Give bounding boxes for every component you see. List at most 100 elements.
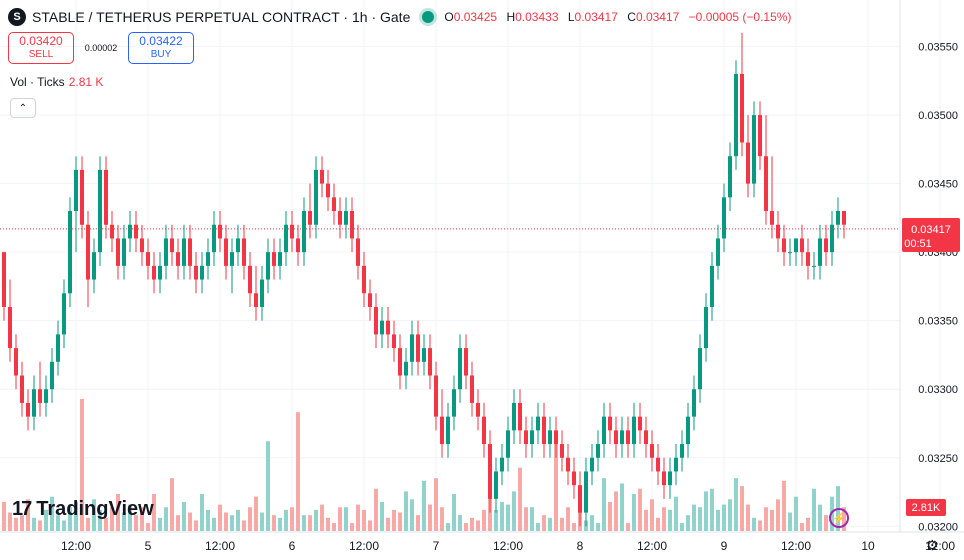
candle — [500, 444, 504, 486]
candle-body — [128, 224, 132, 239]
tradingview-logo[interactable]: 17 TradingView — [12, 498, 154, 521]
volume-bar — [344, 507, 348, 531]
volume-bar — [92, 499, 96, 531]
lightning-icon[interactable]: ⚡ — [829, 508, 849, 528]
time-tick-label: 12:00 — [781, 539, 811, 553]
volume-bar — [260, 512, 264, 531]
candle — [320, 156, 324, 198]
volume-bar — [470, 517, 474, 531]
volume-bar — [728, 499, 732, 531]
volume-bar — [518, 467, 522, 531]
candle-body — [578, 485, 582, 513]
volume-bar — [194, 520, 198, 531]
candle — [566, 444, 570, 486]
candle — [464, 334, 468, 390]
candle — [602, 402, 606, 458]
volume-bar — [440, 507, 444, 531]
last-price-value: 0.03417 — [911, 224, 951, 236]
candle — [710, 252, 714, 321]
candle — [302, 197, 306, 266]
time-tick-label: 12:00 — [637, 539, 667, 553]
candle-body — [308, 211, 312, 225]
market-open-icon — [422, 11, 435, 23]
sell-button[interactable]: 0.03420 SELL — [8, 32, 74, 64]
volume-bar — [386, 517, 390, 531]
candle-body — [836, 211, 840, 225]
candle — [458, 334, 462, 403]
candle-body — [140, 238, 144, 253]
candle-body — [26, 402, 30, 417]
last-volume-value: 2.81K — [912, 502, 941, 514]
candle-body — [722, 197, 726, 239]
sell-label: SELL — [28, 49, 54, 60]
volume-legend[interactable]: Vol · Ticks 2.81 K — [10, 75, 103, 89]
candle — [536, 402, 540, 445]
volume-bar — [416, 515, 420, 531]
candle — [170, 224, 174, 266]
candle — [308, 183, 312, 239]
candle-body — [428, 348, 432, 376]
volume-bar — [812, 488, 816, 531]
volume-bar — [626, 523, 630, 531]
buy-button[interactable]: 0.03422 BUY — [128, 32, 194, 64]
candle-body — [524, 430, 528, 445]
candle-body — [104, 169, 108, 225]
volume-bar — [758, 520, 762, 531]
candle-body — [98, 169, 102, 253]
candle-body — [542, 416, 546, 445]
candle-body — [662, 471, 666, 486]
symbol-title[interactable]: STABLE / TETHERUS PERPETUAL CONTRACT · 1… — [32, 9, 411, 25]
volume-bar — [212, 517, 216, 531]
volume-bar — [56, 515, 60, 531]
candle — [332, 183, 336, 225]
candle — [410, 320, 414, 376]
candle-body — [62, 293, 66, 335]
volume-bar — [176, 515, 180, 531]
candle-body — [620, 430, 624, 445]
volume-bar — [356, 504, 360, 531]
candle — [746, 115, 750, 198]
collapse-legend-button[interactable]: ⌃ — [10, 98, 36, 118]
candle-body — [146, 252, 150, 266]
candle — [488, 430, 492, 513]
candle — [572, 457, 576, 499]
candle — [338, 197, 342, 239]
candle — [206, 238, 210, 280]
gear-icon[interactable]: ⚙ — [926, 537, 939, 553]
volume-bar — [548, 517, 552, 531]
candle-body — [230, 252, 234, 266]
candle-body — [194, 265, 198, 280]
candle-body — [650, 444, 654, 458]
candle — [422, 334, 426, 376]
candle — [716, 224, 720, 280]
volume-bar — [752, 517, 756, 531]
candle — [800, 224, 804, 266]
candle-body — [434, 375, 438, 417]
volume-bar — [692, 504, 696, 531]
time-tick-label: 5 — [145, 539, 152, 553]
price-tick-label: 0.03550 — [918, 42, 958, 54]
candle — [530, 416, 534, 458]
candle — [440, 389, 444, 458]
price-candles — [2, 32, 846, 527]
close-label: C — [627, 10, 636, 24]
candle-body — [92, 252, 96, 280]
candle-body — [374, 306, 378, 335]
time-tick-label: 12:00 — [493, 539, 523, 553]
candle-body — [122, 238, 126, 266]
volume-bar — [44, 509, 48, 531]
candle — [230, 238, 234, 294]
volume-bar — [602, 478, 606, 531]
candle-body — [368, 293, 372, 307]
candle-body — [824, 238, 828, 253]
candle-body — [518, 402, 522, 431]
candle — [164, 224, 168, 280]
candle — [392, 320, 396, 362]
candle — [512, 389, 516, 445]
candle — [278, 238, 282, 280]
candle — [686, 402, 690, 458]
candle-body — [668, 471, 672, 486]
buy-label: BUY — [150, 49, 172, 60]
volume-bar — [14, 517, 18, 531]
